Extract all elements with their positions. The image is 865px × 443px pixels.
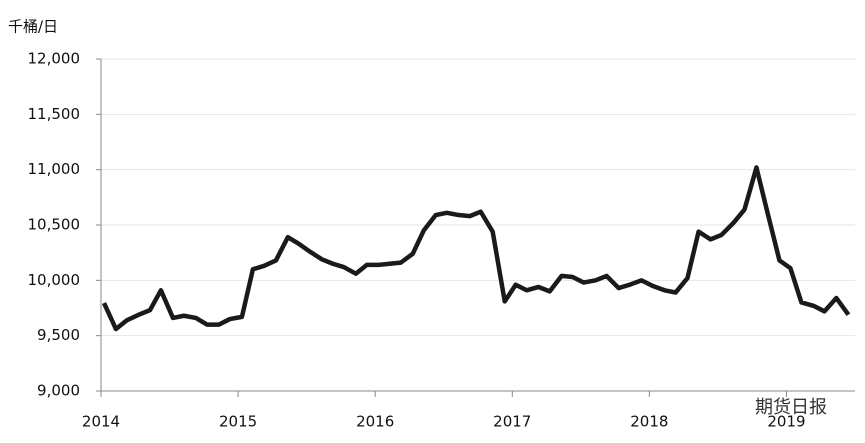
data-line <box>101 165 851 332</box>
watermark: 期货日报 <box>755 397 827 418</box>
y-tick-label: 11,000 <box>28 160 81 178</box>
x-tick-label: 2019 <box>767 413 805 431</box>
x-tick-label: 2016 <box>356 413 394 431</box>
y-tick-label: 11,500 <box>28 105 81 123</box>
x-tick-label: 2014 <box>82 413 120 431</box>
x-tick-label: 2015 <box>219 413 257 431</box>
x-tick-label: 2017 <box>493 413 531 431</box>
y-axis-label: 千桶/日 <box>8 18 58 36</box>
y-tick-label: 10,000 <box>28 271 81 289</box>
y-tick-label: 12,000 <box>28 50 81 68</box>
y-tick-label: 10,500 <box>28 216 81 234</box>
y-tick-label: 9,500 <box>37 326 80 344</box>
y-tick-label: 9,000 <box>37 382 80 400</box>
x-tick-label: 2018 <box>630 413 668 431</box>
